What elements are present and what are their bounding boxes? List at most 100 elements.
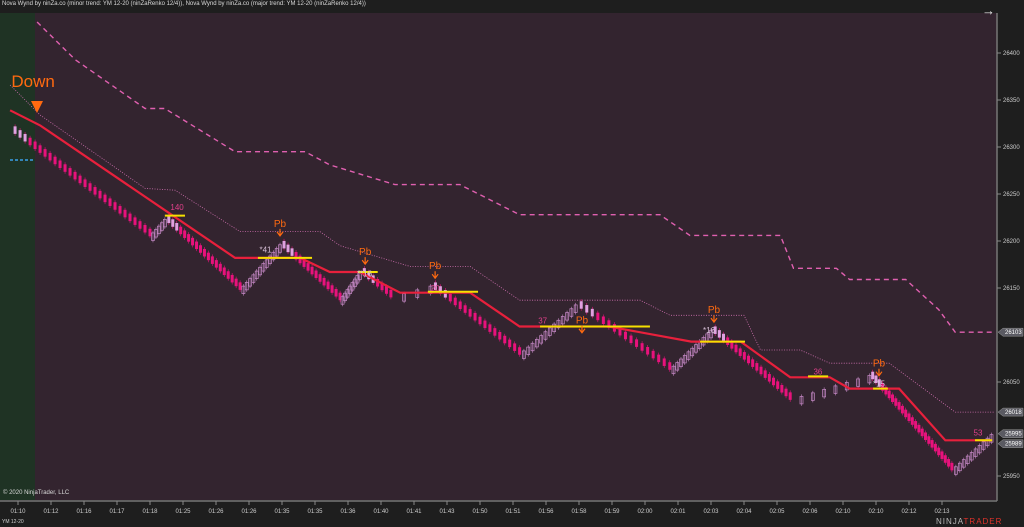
up-brick [985, 437, 990, 447]
down-brick [590, 308, 594, 317]
down-brick [302, 259, 306, 267]
up-brick [535, 339, 539, 348]
up-brick [675, 362, 680, 371]
up-brick [556, 319, 561, 329]
down-brick [468, 309, 472, 317]
count-label-group: 140 [170, 203, 184, 212]
down-brick [884, 386, 888, 395]
x-tick-label: 01:58 [571, 509, 587, 515]
up-brick [954, 466, 958, 475]
down-brick [214, 260, 218, 268]
down-brick [438, 286, 442, 294]
down-brick [607, 320, 611, 328]
down-brick [730, 341, 734, 349]
count-label-group: 20 [431, 284, 440, 293]
down-brick [310, 266, 314, 275]
down-brick [143, 224, 147, 233]
plot-area [0, 13, 997, 500]
up-brick [856, 378, 860, 387]
price-tag [997, 327, 1024, 337]
down-brick [222, 267, 226, 276]
down-brick [384, 286, 388, 294]
down-brick [33, 141, 37, 150]
x-tick-label: 01:18 [142, 509, 158, 515]
x-tick-label: 01:35 [274, 509, 290, 515]
down-brick [629, 335, 633, 344]
x-tick-label: 01:16 [76, 509, 92, 515]
y-tick-label: 26050 [1003, 380, 1020, 386]
down-brick [218, 263, 222, 272]
down-brick [493, 328, 497, 336]
down-brick [776, 381, 780, 389]
down-brick [717, 330, 721, 338]
down-brick [618, 327, 622, 336]
x-tick-label: 01:26 [241, 509, 257, 515]
x-tick-label: 01:10 [10, 509, 26, 515]
down-brick [483, 320, 487, 329]
down-brick [900, 405, 904, 414]
down-brick [68, 168, 72, 176]
count-label: 53 [974, 429, 983, 438]
down-brick [767, 374, 771, 382]
down-brick [914, 421, 918, 429]
pullback-signal: Pb [576, 316, 589, 327]
down-brick [780, 385, 784, 393]
up-brick [679, 358, 683, 367]
down-brick [73, 171, 77, 180]
down-brick [950, 462, 954, 471]
count-label-group: 37 [538, 317, 547, 326]
pullback-signal: Pb [359, 247, 372, 258]
count-label-group: *16 [703, 326, 716, 335]
up-brick [810, 392, 815, 401]
up-brick [526, 346, 531, 355]
down-brick [784, 388, 788, 397]
up-brick [565, 312, 569, 321]
x-tick-label: 02:12 [901, 509, 917, 515]
down-brick [234, 278, 238, 287]
pullback-signal: Pb [873, 359, 886, 370]
down-brick [290, 248, 294, 256]
down-brick [48, 152, 52, 161]
down-brick [910, 417, 914, 425]
down-brick [202, 248, 206, 257]
y-tick-label: 26150 [1003, 286, 1020, 292]
price-tag [997, 407, 1024, 417]
down-brick [871, 371, 875, 380]
down-brick [171, 219, 175, 227]
arrow-down-icon [361, 257, 369, 266]
major-trend-line [36, 21, 995, 333]
up-brick [965, 455, 970, 464]
up-brick [822, 389, 826, 398]
price-tag-label: 25995 [1005, 432, 1022, 438]
arrow-right-icon[interactable]: → [982, 3, 995, 18]
x-tick-label: 01:50 [472, 509, 488, 515]
down-brick [294, 252, 298, 260]
up-brick [278, 244, 282, 253]
up-brick [981, 441, 986, 450]
down-brick [940, 451, 944, 459]
count-label-group: **16 [357, 270, 373, 279]
copyright: © 2020 NinjaTrader, LLC [3, 490, 70, 496]
down-brick [433, 282, 437, 290]
down-brick [601, 316, 605, 324]
down-brick [103, 194, 107, 203]
down-brick [657, 354, 661, 363]
down-brick [78, 175, 82, 184]
price-tag-label: 25989 [1005, 442, 1022, 448]
up-brick [671, 365, 676, 375]
down-brick [380, 282, 384, 291]
count-label: *41 [259, 245, 272, 254]
count-label: 36 [813, 367, 822, 376]
down-brick [195, 241, 199, 250]
count-label-group: 36 [813, 367, 822, 376]
down-brick [448, 293, 452, 302]
count-label: *15 [873, 380, 886, 389]
down-brick [646, 346, 650, 355]
arrow-down-icon [276, 228, 284, 237]
down-brick [322, 277, 326, 286]
trend-dotted-line [9, 84, 995, 413]
x-tick-label: 01:25 [175, 509, 191, 515]
down-brick [763, 370, 767, 378]
down-brick [123, 209, 127, 218]
